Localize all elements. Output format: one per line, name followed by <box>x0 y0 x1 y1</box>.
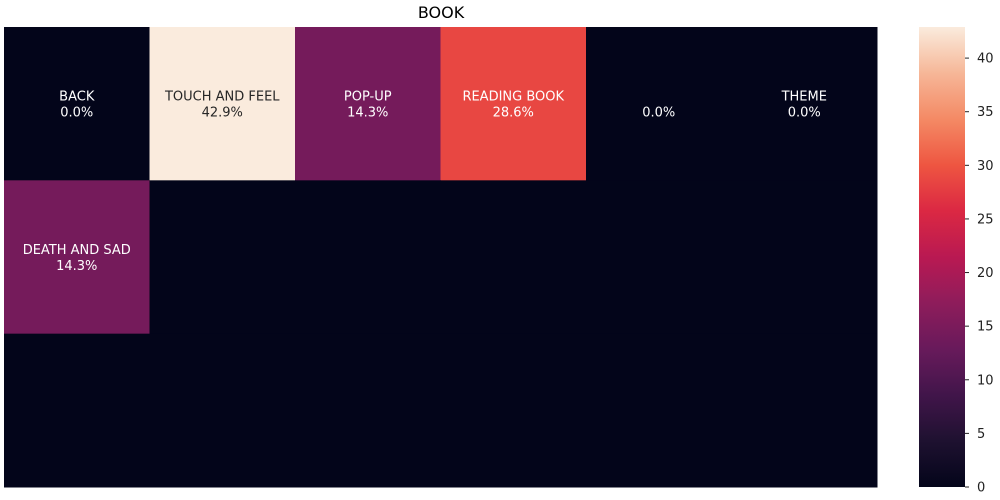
colorbar-tick-label: 5 <box>977 427 985 442</box>
cell-value: 14.3% <box>56 259 97 274</box>
colorbar-tick-label: 0 <box>977 481 985 496</box>
heatmap-cell <box>731 180 878 335</box>
heatmap-cell <box>586 180 732 335</box>
cell-label: READING BOOK <box>462 90 564 105</box>
cell-value: 0.0% <box>642 106 675 121</box>
colorbar: 0 5 10 15 20 25 30 35 40 <box>919 27 994 496</box>
cell-label: POP-UP <box>344 90 392 105</box>
chart-title: BOOK <box>418 3 465 22</box>
heatmap-cell <box>295 180 441 335</box>
heatmap-cell <box>731 27 878 181</box>
heatmap-cell <box>149 333 296 488</box>
cell-value: 0.0% <box>788 106 821 121</box>
colorbar-tick-label: 30 <box>977 159 994 174</box>
heatmap-cells <box>4 27 878 488</box>
heatmap-cell <box>4 180 150 335</box>
heatmap-cell <box>731 333 878 488</box>
heatmap-cell <box>4 27 150 181</box>
cell-value: 14.3% <box>347 106 388 121</box>
heatmap-cell <box>440 27 587 181</box>
colorbar-tick-label: 10 <box>977 373 994 388</box>
colorbar-gradient <box>919 27 965 487</box>
cell-value: 42.9% <box>202 106 243 121</box>
colorbar-tick-label: 20 <box>977 266 994 281</box>
heatmap-cell <box>440 333 587 488</box>
heatmap-cell <box>586 333 732 488</box>
heatmap-cell <box>295 333 441 488</box>
cell-label: THEME <box>781 90 827 105</box>
heatmap-cell <box>4 333 150 488</box>
colorbar-tick-label: 35 <box>977 105 994 120</box>
heatmap-cell <box>149 180 296 335</box>
cell-value: 0.0% <box>60 106 93 121</box>
heatmap-cell <box>295 27 441 181</box>
heatmap-cell <box>586 27 732 181</box>
cell-label: BACK <box>59 90 95 105</box>
cell-label: TOUCH AND FEEL <box>164 90 280 105</box>
cell-value: 28.6% <box>493 106 534 121</box>
colorbar-tick-label: 15 <box>977 320 994 335</box>
cell-label: DEATH AND SAD <box>23 243 131 258</box>
colorbar-tick-label: 25 <box>977 212 994 227</box>
colorbar-tick-label: 40 <box>977 52 994 67</box>
colorbar-ticks: 0 5 10 15 20 25 30 35 40 <box>965 52 994 496</box>
heatmap-cell <box>149 27 296 181</box>
heatmap-cell <box>440 180 587 335</box>
